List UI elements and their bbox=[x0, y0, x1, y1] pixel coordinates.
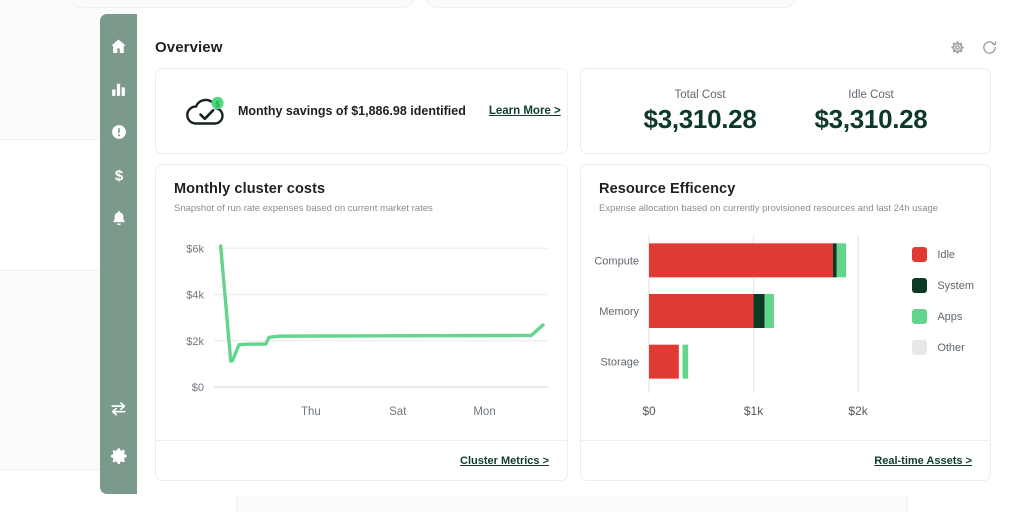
legend-label: System bbox=[937, 279, 974, 292]
y-axis-tick-label: $2k bbox=[186, 336, 204, 348]
sidebar-item-home[interactable] bbox=[107, 34, 131, 58]
refresh-icon[interactable] bbox=[980, 38, 999, 57]
sidebar-item-transfer[interactable] bbox=[107, 396, 131, 420]
sidebar-item-analytics[interactable] bbox=[107, 77, 131, 101]
analytics-icon bbox=[110, 81, 127, 98]
panel-header: Overview bbox=[155, 30, 999, 64]
cluster-metrics-link[interactable]: Cluster Metrics > bbox=[460, 454, 549, 467]
legend-label: Idle bbox=[937, 248, 956, 261]
y-axis-tick-label: $6k bbox=[186, 243, 204, 255]
sidebar: $ bbox=[100, 14, 137, 494]
monthly-cluster-costs-card: Monthly cluster costs Snapshot of run ra… bbox=[155, 164, 568, 481]
header-actions bbox=[948, 38, 999, 57]
x-axis-tick-label: $2k bbox=[848, 404, 868, 418]
legend-item-system[interactable]: System bbox=[912, 278, 974, 293]
bar-segment-apps bbox=[682, 344, 689, 379]
sidebar-item-notifications[interactable] bbox=[107, 206, 131, 230]
bar-segment-idle bbox=[649, 344, 679, 379]
sidebar-item-settings[interactable] bbox=[107, 444, 131, 468]
bar-segment-system bbox=[833, 243, 837, 278]
bar-segment-idle bbox=[649, 294, 754, 328]
cost-summary-card: Total Cost $3,310.28 Idle Cost $3,310.28 bbox=[580, 68, 991, 154]
card-footer: Real-time Assets > bbox=[581, 440, 990, 480]
resource-efficiency-card: Resource Efficency Expense allocation ba… bbox=[580, 164, 991, 481]
gear-icon bbox=[109, 446, 129, 466]
dollar-icon: $ bbox=[110, 166, 128, 184]
legend-item-other[interactable]: Other bbox=[912, 340, 974, 355]
bar-category-label: Storage bbox=[600, 357, 639, 369]
card-footer: Cluster Metrics > bbox=[156, 440, 567, 480]
x-axis-tick-label: Thu bbox=[301, 406, 321, 418]
x-axis-tick-label: Mon bbox=[473, 406, 495, 418]
bar-segment-system bbox=[753, 294, 765, 328]
page-title: Overview bbox=[155, 38, 223, 56]
bar-segment-apps bbox=[764, 294, 774, 328]
cloud-check-icon: $ bbox=[182, 92, 232, 130]
x-axis-tick-label: Sat bbox=[389, 406, 407, 418]
panel-subtitle: Snapshot of run rate expenses based on c… bbox=[174, 203, 433, 214]
sidebar-item-alerts[interactable] bbox=[107, 120, 131, 144]
metric-idle-cost: Idle Cost $3,310.28 bbox=[815, 89, 928, 135]
y-axis-tick-label: $0 bbox=[192, 382, 204, 394]
x-axis-tick-label: $0 bbox=[642, 404, 656, 418]
bell-icon bbox=[110, 209, 128, 227]
background-card bbox=[0, 270, 110, 470]
alert-circle-icon bbox=[110, 123, 128, 141]
panel-title: Resource Efficency bbox=[599, 181, 736, 197]
savings-banner-card: $ Monthy savings of $1,886.98 identified… bbox=[155, 68, 568, 154]
legend-label: Other bbox=[937, 341, 965, 354]
bar-category-label: Compute bbox=[594, 255, 639, 267]
background-card bbox=[70, 0, 415, 8]
savings-message: Monthy savings of $1,886.98 identified bbox=[238, 104, 466, 118]
y-axis-tick-label: $4k bbox=[186, 290, 204, 302]
metric-total-cost: Total Cost $3,310.28 bbox=[644, 89, 757, 135]
legend-item-apps[interactable]: Apps bbox=[912, 309, 974, 324]
background-card bbox=[425, 0, 797, 8]
sidebar-item-billing[interactable]: $ bbox=[107, 163, 131, 187]
x-axis-tick-label: $1k bbox=[744, 404, 764, 418]
legend-swatch bbox=[912, 278, 928, 293]
bar-segment-idle bbox=[649, 243, 833, 278]
line-series bbox=[218, 244, 545, 363]
legend-label: Apps bbox=[937, 310, 963, 323]
bar-category-label: Memory bbox=[599, 306, 639, 318]
metric-label: Total Cost bbox=[674, 89, 726, 101]
transfer-arrows-icon bbox=[109, 399, 128, 418]
real-time-assets-link[interactable]: Real-time Assets > bbox=[874, 454, 972, 467]
svg-text:$: $ bbox=[114, 167, 123, 184]
home-icon bbox=[109, 37, 128, 56]
legend-item-idle[interactable]: Idle bbox=[912, 247, 974, 262]
stacked-bar-chart: $0 $1k $2k Compute Memory Storage bbox=[594, 235, 869, 418]
panel-subtitle: Expense allocation based on currently pr… bbox=[599, 203, 939, 214]
sidebar-primary-nav: $ bbox=[107, 34, 131, 230]
sidebar-secondary-nav bbox=[107, 396, 131, 468]
metric-label: Idle Cost bbox=[848, 89, 894, 101]
chart-legend: Idle System Apps Other bbox=[912, 247, 974, 355]
main-panel: Overview bbox=[137, 8, 1017, 496]
metric-value: $3,310.28 bbox=[643, 104, 757, 134]
metric-value: $3,310.28 bbox=[814, 104, 928, 134]
legend-swatch bbox=[912, 309, 928, 324]
svg-text:$: $ bbox=[215, 99, 220, 109]
legend-swatch bbox=[912, 247, 928, 262]
learn-more-link[interactable]: Learn More > bbox=[488, 105, 561, 117]
legend-swatch bbox=[912, 340, 928, 355]
gear-icon[interactable] bbox=[948, 38, 967, 57]
panel-title: Monthly cluster costs bbox=[174, 181, 326, 197]
line-chart: $0 $2k $4k $6k Thu Sat Mon bbox=[186, 243, 548, 418]
bar-segment-apps bbox=[836, 243, 847, 278]
